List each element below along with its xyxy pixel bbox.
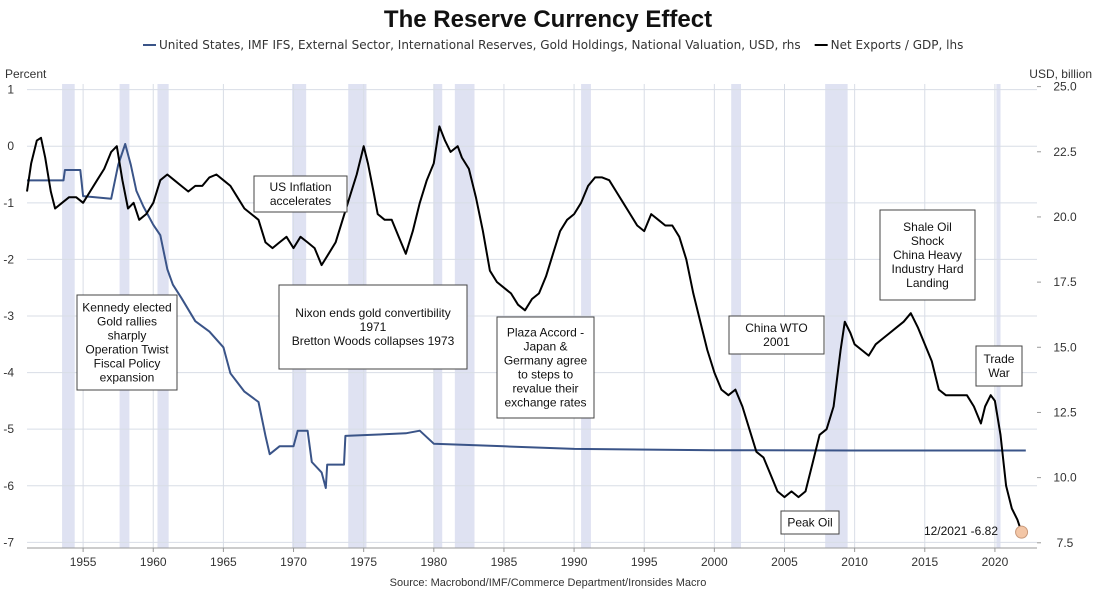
annotation-box [728,315,825,355]
annotation-text-line: Industry Hard [891,262,963,276]
annotation-text-line: Japan & [523,340,567,354]
left-tick-label: 1 [7,83,14,97]
annotation-text-line: Trade [984,352,1015,366]
annotation-text-line: accelerates [270,194,331,208]
right-tick-label: 15.0 [1053,340,1077,354]
annotation-box [496,316,595,419]
x-tick-label: 1985 [491,555,518,569]
annotation-text-line: War [988,366,1010,380]
x-tick-label: 2015 [911,555,938,569]
left-tick-label: -2 [3,252,14,266]
source-note: Source: Macrobond/IMF/Commerce Departmen… [390,577,707,589]
x-tick-label: 1965 [210,555,237,569]
annotation-text-line: 1971 [360,320,387,334]
annotation-text-line: Gold rallies [97,315,157,329]
annotation-text-line: 2001 [763,335,790,349]
right-tick-label: 10.0 [1053,471,1077,485]
annotation-text-line: US Inflation [269,180,331,194]
right-axis-unit: USD, billion [1029,67,1092,81]
right-tick-label: 20.0 [1053,210,1077,224]
left-tick-label: -4 [3,366,14,380]
right-tick-label: 17.5 [1053,275,1077,289]
right-tick-label: 7.5 [1057,536,1074,550]
left-axis-unit: Percent [5,67,47,81]
left-tick-label: -3 [3,309,14,323]
end-point-marker [1015,525,1029,539]
annotation-text-line: China Heavy [893,248,962,262]
x-tick-label: 1990 [561,555,588,569]
right-tick-label: 12.5 [1053,405,1077,419]
right-tick-label: 22.5 [1053,145,1077,159]
annotation-text-line: Peak Oil [787,516,832,530]
legend-label-gold: United States, IMF IFS, External Sector,… [159,38,801,52]
x-tick-label: 1960 [140,555,167,569]
annotation-text-line: Operation Twist [85,343,169,357]
series-line-gold-holdings [27,143,1026,489]
gridlines [27,84,1037,548]
end-point-label: 12/2021 -6.82 [924,524,998,538]
annotation-text-line: Nixon ends gold convertibility [295,306,450,320]
annotation-text-line: Bretton Woods collapses 1973 [292,334,455,348]
annotation-text-line: Landing [906,276,949,290]
x-tick-label: 2005 [771,555,798,569]
x-tick-label: 2000 [701,555,728,569]
left-tick-label: -6 [3,479,14,493]
annotation-text-line: Fiscal Policy [94,357,161,371]
x-tick-label: 1980 [420,555,447,569]
annotation-text-line: Plaza Accord - [507,326,584,340]
left-tick-label: -7 [3,535,14,549]
left-tick-label: -5 [3,422,14,436]
annotation-text-line: Kennedy elected [82,301,171,315]
x-tick-label: 1970 [280,555,307,569]
series-line-net-exports [26,125,1023,533]
annotation-box [780,510,840,535]
annotation-box [278,284,468,370]
right-axis: 25.0 22.5 20.0 17.5 15.0 12.5 10.0 7.5 [1037,80,1077,550]
annotation-text-line: to steps to [518,368,574,382]
chart-title: The Reserve Currency Effect [384,6,712,33]
legend-label-net-exports: Net Exports / GDP, lhs [831,38,964,52]
annotation-text-line: revalue their [512,382,578,396]
annotation-text-line: Shock [911,234,945,248]
annotation-peak-oil: Peak Oil [780,510,840,535]
annotation-text-line: exchange rates [504,396,586,410]
series-layer [26,125,1026,533]
right-tick-label: 25.0 [1053,80,1077,94]
x-tick-label: 2010 [841,555,868,569]
annotation-box [76,294,178,391]
annotation-box [975,345,1023,387]
annotation-text-line: China WTO [745,321,807,335]
x-axis: 1955 1960 1965 1970 1975 1980 1985 1990 1995 2000… [70,548,1009,569]
annotation-box [253,175,348,213]
annotation-text-line: sharply [108,329,147,343]
x-tick-label: 1975 [350,555,377,569]
x-tick-label: 1955 [70,555,97,569]
annotation-text-line: expansion [100,371,155,385]
x-tick-label: 1995 [631,555,658,569]
annotation-text-line: Shale Oil [903,220,952,234]
x-tick-label: 2020 [982,555,1009,569]
legend: United States, IMF IFS, External Sector,… [143,38,963,52]
left-tick-label: 0 [7,139,14,153]
annotation-box [879,209,976,301]
left-tick-label: -1 [3,196,14,210]
left-axis: 1 0 -1 -2 -3 -4 -5 -6 -7 [3,83,14,550]
annotation-nixon: Nixon ends gold convertibility1971Bretto… [278,284,468,370]
annotation-text-line: Germany agree [504,354,588,368]
